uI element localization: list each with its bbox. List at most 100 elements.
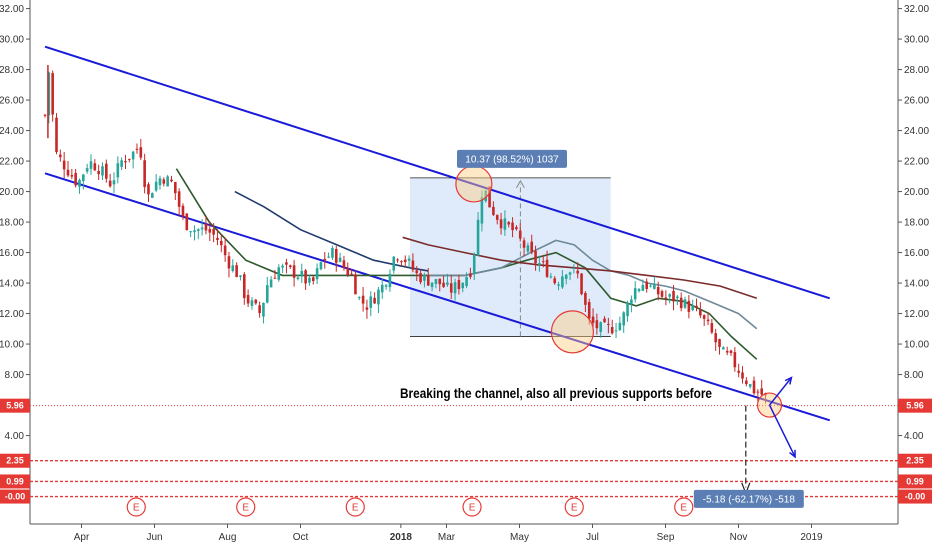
time-tick-label: 2019	[800, 532, 823, 543]
candle-body	[219, 240, 223, 246]
candle-body	[580, 273, 583, 295]
price-tag-left: -0.00	[5, 492, 26, 502]
candle-body	[97, 170, 100, 175]
event-marker	[236, 497, 256, 517]
price-tag-left: 0.99	[6, 476, 24, 486]
candle-body	[725, 350, 729, 353]
candle-body	[676, 296, 679, 299]
candle-body	[423, 274, 426, 281]
candle-body	[564, 274, 568, 279]
candle-body	[116, 163, 120, 178]
price-tick-label-right: 18.00	[904, 218, 929, 229]
candle-body	[105, 163, 108, 179]
time-tick-label: Jul	[586, 532, 599, 543]
candle-body	[587, 301, 591, 319]
time-tick-label: Nov	[730, 532, 748, 543]
candle-body	[315, 268, 319, 280]
candle-body	[488, 186, 491, 208]
time-tick-label: Sep	[657, 532, 675, 543]
candle-body	[668, 294, 671, 297]
candle-body	[465, 277, 468, 287]
price-tick-label-right: 20.00	[904, 187, 929, 198]
candle-body	[610, 327, 614, 334]
event-marker	[674, 497, 694, 517]
candle-body	[112, 180, 116, 185]
candle-body	[453, 282, 457, 294]
candle-body	[327, 256, 330, 258]
annotation-text: Breaking the channel, also all previous …	[400, 385, 712, 401]
candle-body	[365, 307, 369, 310]
candle-body	[457, 279, 461, 290]
candle-body	[166, 176, 169, 187]
candle-body	[231, 265, 235, 272]
moving-average-line-3	[234, 190, 429, 272]
price-tick-label-right: 30.00	[904, 35, 929, 46]
candle-body	[373, 297, 376, 304]
event-marker-label: E	[133, 503, 140, 514]
candle-body	[415, 270, 419, 274]
candle-body	[591, 316, 595, 324]
candle-body	[85, 168, 89, 172]
candle-body	[265, 285, 269, 303]
candle-body	[250, 300, 254, 306]
time-tick-label: Mar	[438, 532, 456, 543]
price-tag-left: 2.35	[6, 456, 24, 466]
candle-body	[323, 258, 327, 261]
event-marker-label: E	[680, 503, 687, 514]
price-tick-label-left: 8.00	[5, 370, 25, 381]
price-tick-label-left: 18.00	[0, 218, 24, 229]
candle-body	[526, 245, 530, 252]
candle-body	[660, 291, 664, 297]
candle-body	[292, 265, 296, 278]
highlight-circle-1	[455, 165, 493, 203]
candle-body	[664, 297, 668, 299]
candle-body	[147, 184, 150, 195]
candle-body	[262, 302, 265, 317]
candle-body	[679, 297, 683, 309]
time-tick-label: Jun	[146, 532, 162, 543]
candle-body	[170, 179, 173, 182]
projection-arrow-line-1	[768, 377, 793, 406]
candle-body	[308, 277, 311, 283]
candle-body	[331, 247, 334, 258]
candle-body	[384, 285, 388, 287]
candle-body	[618, 322, 622, 331]
candle-body	[553, 278, 557, 284]
price-tag-right: 0.99	[906, 476, 924, 486]
price-tick-label-right: 28.00	[904, 65, 929, 76]
candle-body	[407, 258, 411, 261]
price-tag-right-bg	[898, 474, 932, 489]
time-tick-label: 2018	[390, 532, 413, 543]
price-tag-left-bg	[0, 489, 30, 504]
projection-arrow-head-1	[784, 376, 793, 385]
candle-body	[403, 259, 407, 262]
price-tick-label-left: 30.00	[0, 35, 24, 46]
price-tag-right-bg	[898, 453, 932, 468]
candle-body	[269, 279, 273, 288]
candle-body	[51, 73, 54, 115]
candle-body	[200, 227, 204, 230]
candle-body	[752, 380, 756, 394]
candle-body	[718, 339, 721, 347]
candle-body	[687, 300, 691, 312]
candle-body	[369, 296, 373, 308]
candle-body	[729, 350, 733, 354]
candle-body	[239, 275, 242, 277]
candle-body	[162, 179, 166, 184]
candle-body	[545, 259, 549, 277]
price-tick-label-right: 8.00	[904, 370, 924, 381]
price-tick-label-left: 26.00	[0, 96, 24, 107]
price-tick-label-right: 16.00	[904, 248, 929, 259]
event-marker-label: E	[571, 503, 578, 514]
candle-body	[177, 191, 181, 207]
candle-body	[346, 267, 350, 275]
candle-body	[492, 206, 495, 215]
candle-body	[388, 273, 392, 288]
candle-body	[522, 240, 526, 248]
candle-body	[47, 72, 51, 116]
candle-body	[197, 229, 200, 231]
price-tick-label-right: 12.00	[904, 309, 929, 320]
measure-label-bg	[457, 149, 567, 168]
price-tick-label-left: 10.00	[0, 340, 24, 351]
